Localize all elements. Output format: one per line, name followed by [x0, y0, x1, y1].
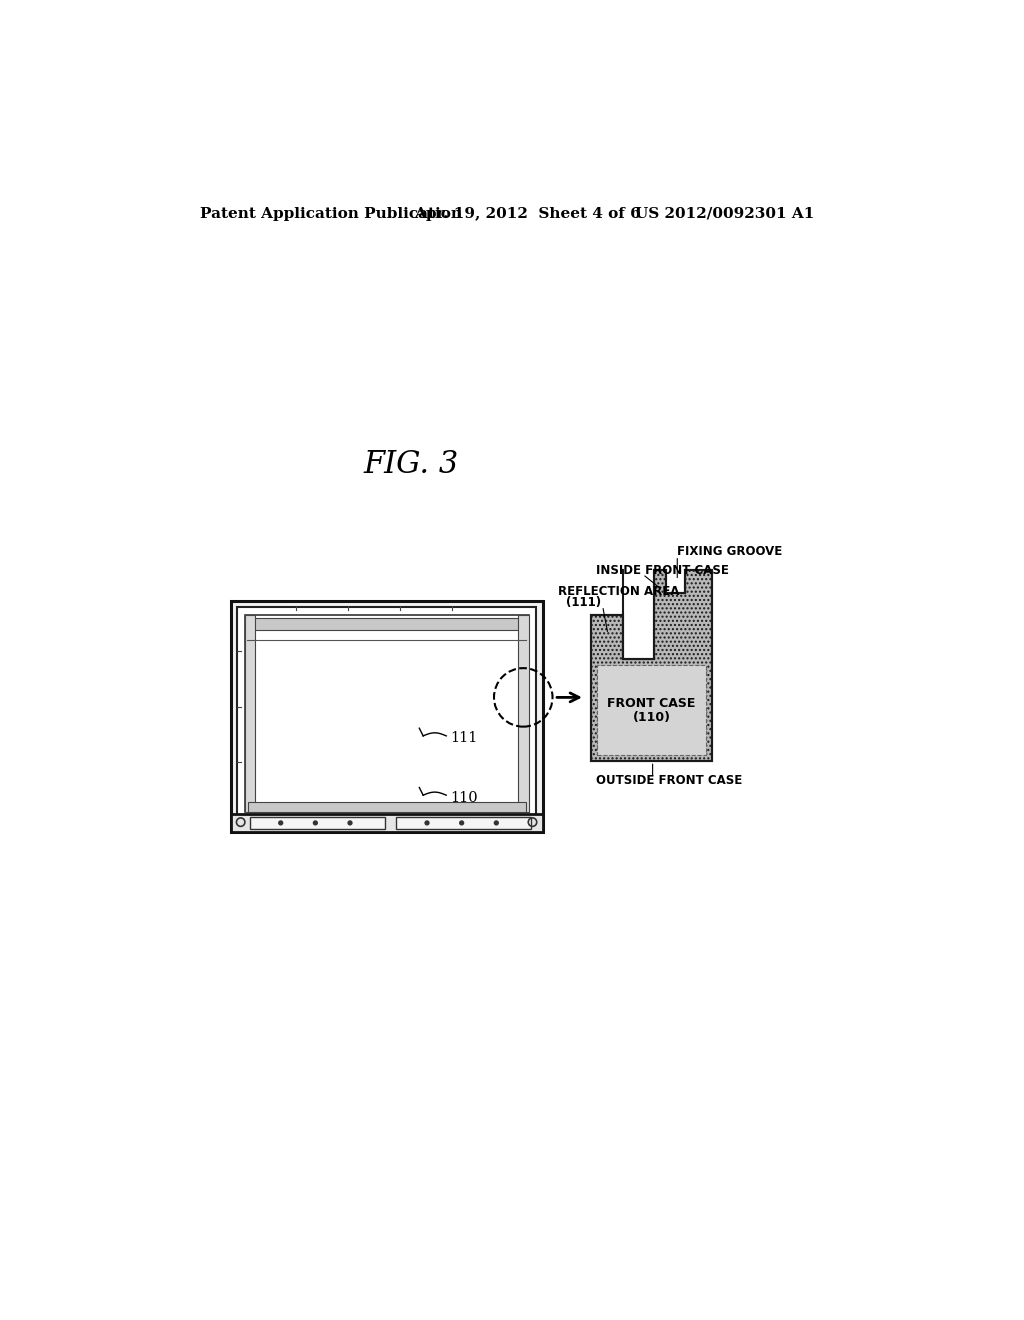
Text: 110: 110 — [451, 791, 478, 804]
Text: US 2012/0092301 A1: US 2012/0092301 A1 — [635, 207, 814, 220]
Bar — [245, 615, 255, 812]
Bar — [245, 615, 528, 812]
Bar — [230, 813, 543, 832]
Text: (110): (110) — [633, 710, 671, 723]
Bar — [666, 570, 685, 594]
Text: OUTSIDE FRONT CASE: OUTSIDE FRONT CASE — [596, 774, 742, 787]
Text: (111): (111) — [565, 597, 601, 610]
Bar — [237, 607, 537, 826]
Circle shape — [495, 821, 499, 825]
Circle shape — [460, 821, 464, 825]
Text: FIXING GROOVE: FIXING GROOVE — [677, 545, 782, 557]
Text: INSIDE FRONT CASE: INSIDE FRONT CASE — [596, 564, 728, 577]
Text: FIG. 3: FIG. 3 — [364, 449, 459, 480]
Bar — [248, 803, 525, 812]
Circle shape — [348, 821, 352, 825]
Text: 111: 111 — [451, 731, 477, 746]
Bar — [230, 601, 543, 832]
Text: FRONT CASE: FRONT CASE — [607, 697, 695, 710]
Bar — [248, 618, 525, 630]
Circle shape — [425, 821, 429, 825]
Text: REFLECTION AREA: REFLECTION AREA — [558, 585, 679, 598]
Circle shape — [313, 821, 317, 825]
Bar — [396, 817, 531, 829]
Text: Apr. 19, 2012  Sheet 4 of 6: Apr. 19, 2012 Sheet 4 of 6 — [414, 207, 641, 220]
Text: Patent Application Publication: Patent Application Publication — [200, 207, 462, 220]
Bar — [597, 665, 706, 755]
Circle shape — [279, 821, 283, 825]
Bar — [518, 615, 528, 812]
Polygon shape — [591, 570, 712, 762]
Bar — [624, 570, 654, 659]
Bar — [250, 817, 385, 829]
